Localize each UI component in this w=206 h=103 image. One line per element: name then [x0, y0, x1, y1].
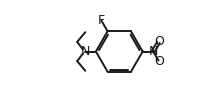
Text: N: N	[81, 45, 90, 58]
Text: N: N	[149, 45, 158, 58]
Text: O: O	[154, 35, 164, 48]
Text: O: O	[154, 55, 164, 68]
Text: F: F	[98, 14, 105, 27]
